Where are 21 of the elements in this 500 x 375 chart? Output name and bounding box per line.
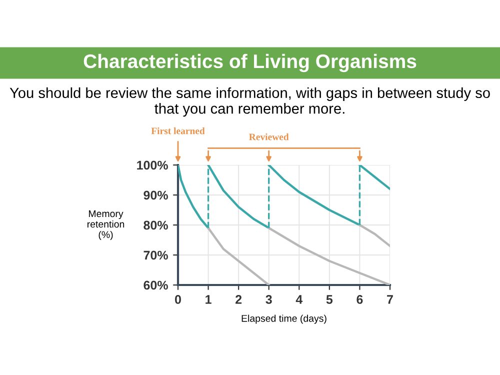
x-tick-label: 5 (326, 295, 333, 304)
x-tick-label: 3 (266, 295, 272, 304)
line-series (268, 226, 390, 285)
y-tick-label: 70% (144, 250, 168, 260)
line-series (207, 226, 270, 285)
x-tick-label: 4 (296, 295, 303, 304)
x-tick-label: 0 (175, 295, 181, 304)
y-tick-label: 60% (144, 280, 168, 290)
y-tick-label: 90% (144, 190, 168, 200)
x-tick-label: 7 (387, 295, 393, 304)
y-tick-label: 100% (137, 160, 168, 170)
x-tick-label: 1 (206, 295, 212, 304)
chart-title: Characteristics of Living Organisms (84, 54, 416, 72)
annotation: First learned (151, 127, 205, 134)
annotation: Reviewed (249, 133, 289, 140)
y-axis-title: Memory retention (%) (87, 210, 124, 240)
x-tick-label: 6 (356, 295, 363, 304)
x-tick-label: 2 (236, 295, 242, 304)
chart-subtitle: You should be review the same information, with gaps in between study so that you can remember more. (10, 87, 490, 117)
x-axis-title: Elapsed time (days) (242, 314, 326, 324)
y-tick-label: 80% (144, 220, 168, 230)
